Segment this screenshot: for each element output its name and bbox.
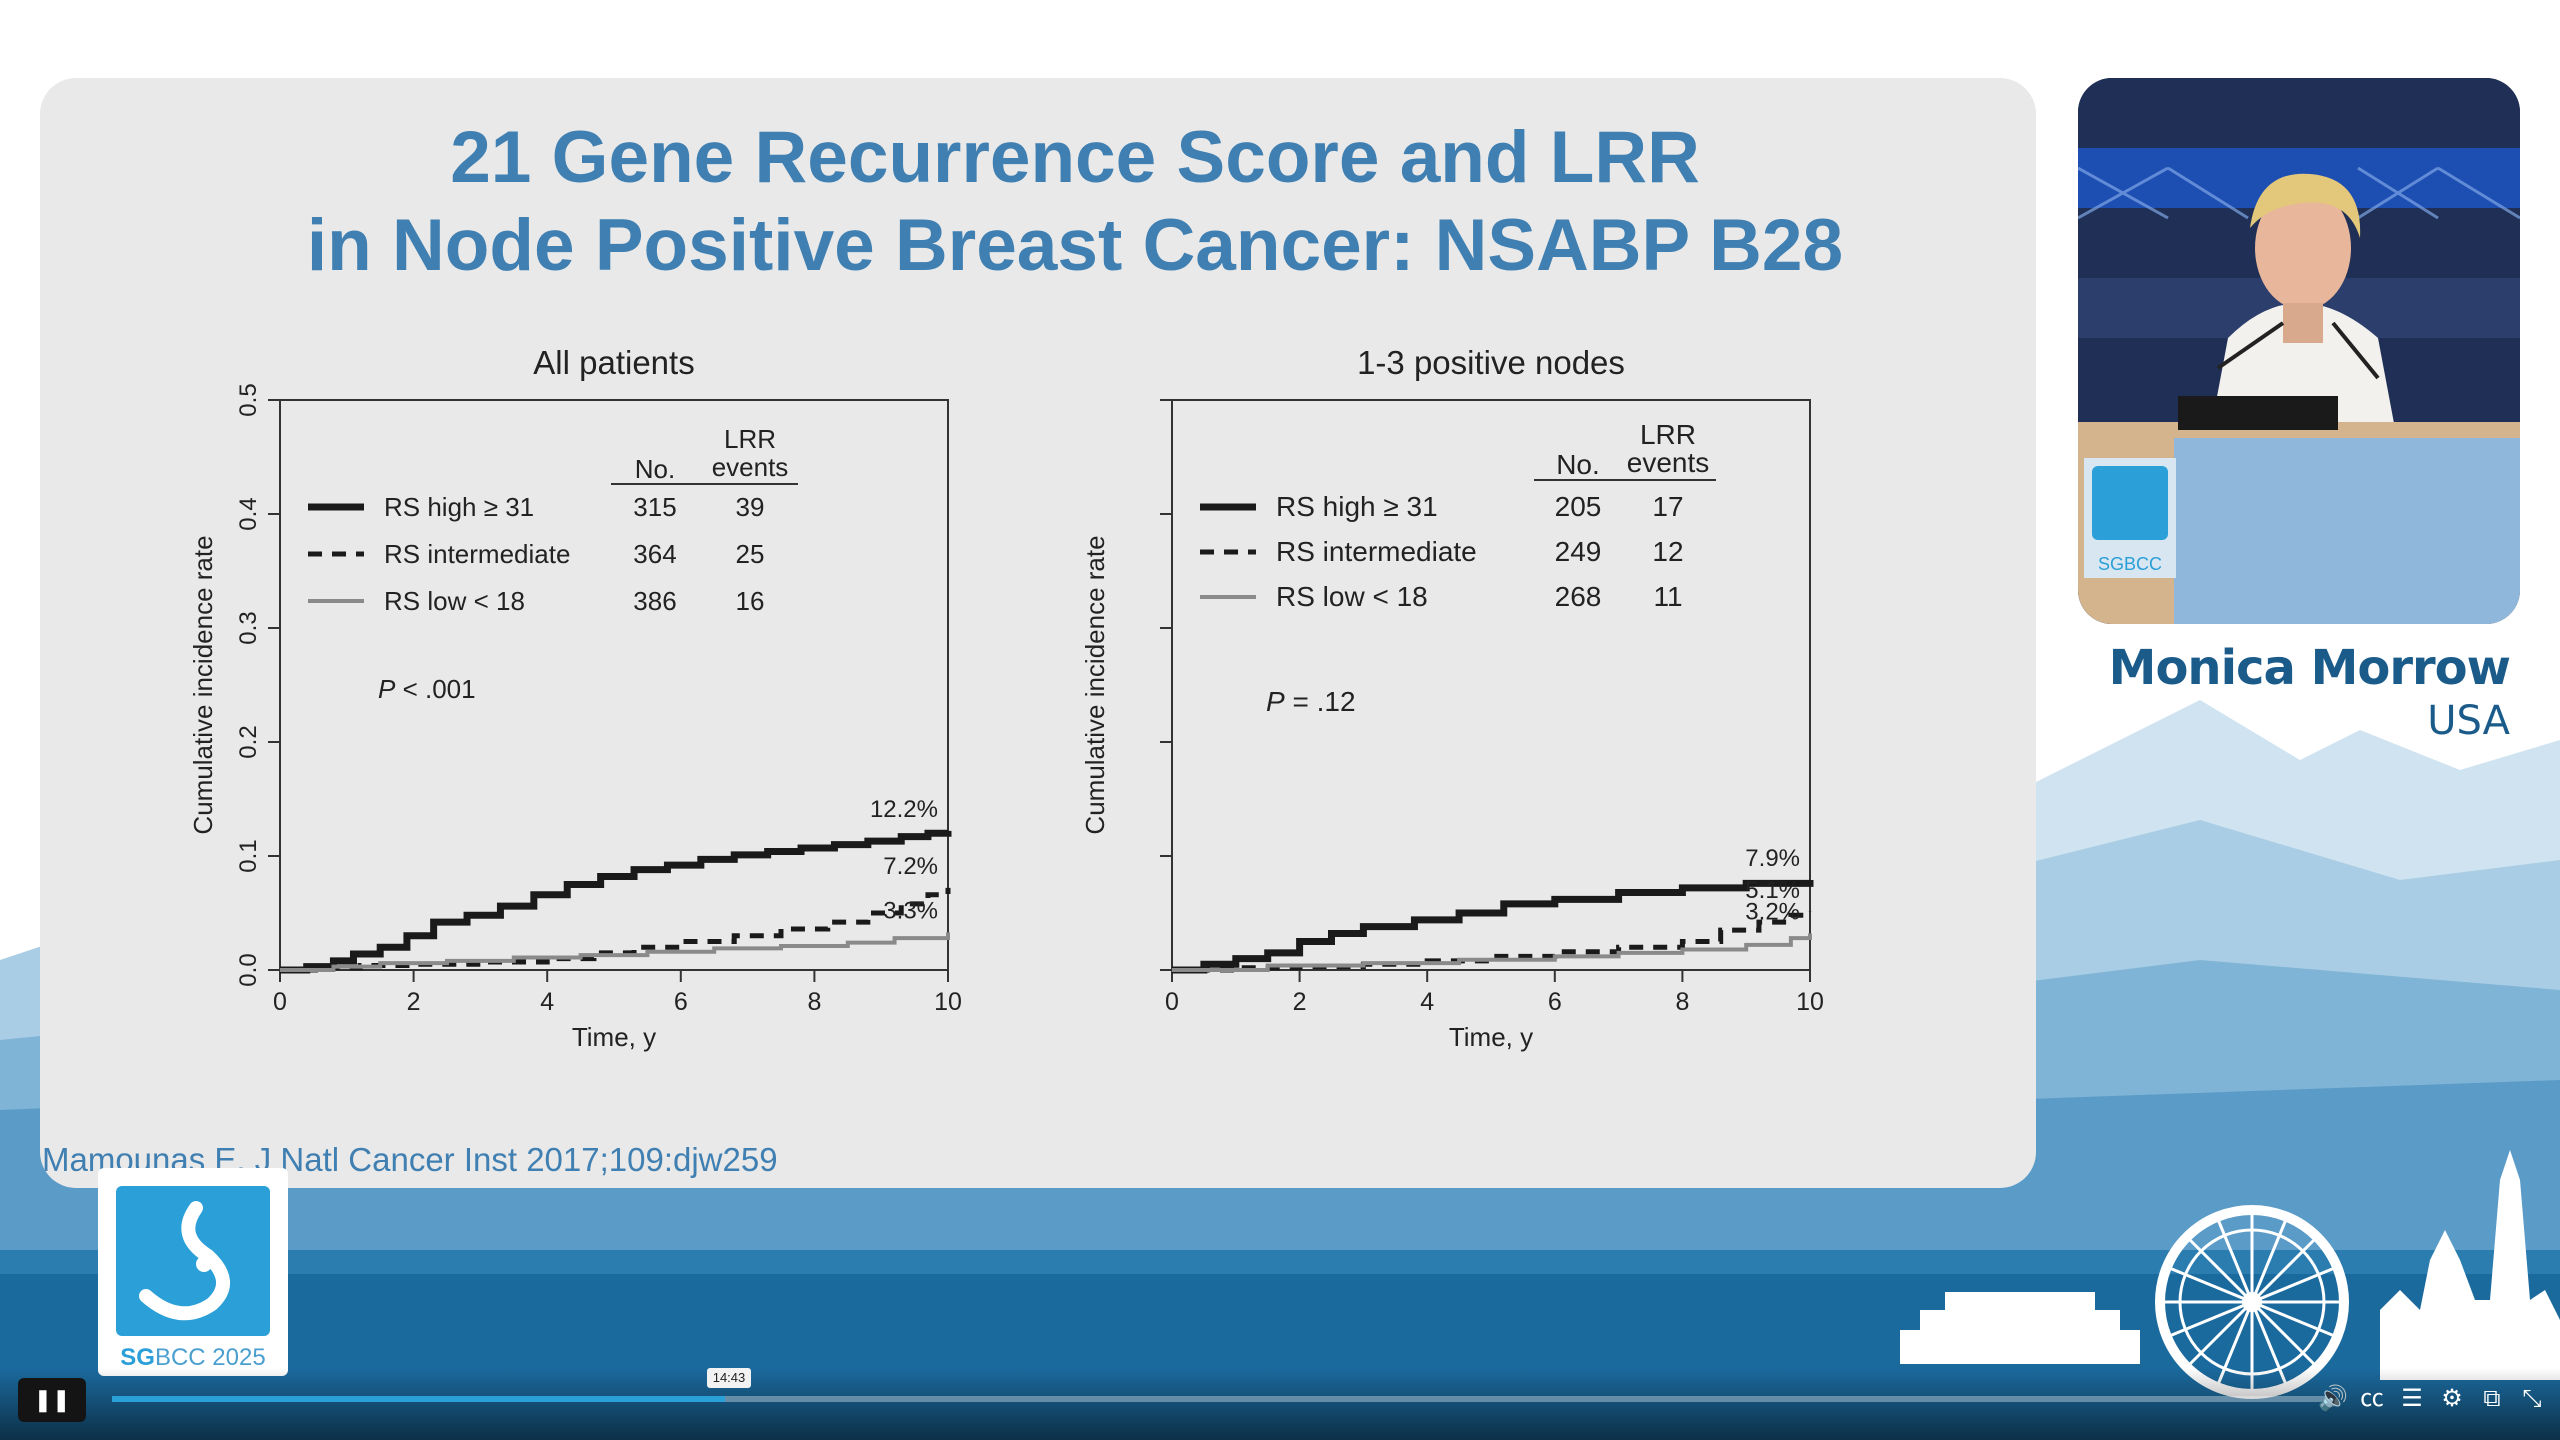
chart1-legend-events-1: 39 (736, 492, 765, 522)
chart2-x-tick-label: 2 (1293, 988, 1307, 1016)
chart2-legend-events-3: 11 (1653, 581, 1682, 612)
chart1-header-events-line1: LRR (724, 424, 776, 454)
chart1-x-axis-label: Time, y (572, 1022, 656, 1052)
chart1-header-no: No. (635, 454, 675, 484)
chart2-legend-label-3: RS low < 18 (1276, 581, 1428, 612)
speaker-video: SGBCC (2078, 78, 2520, 624)
chart1-legend-events-2: 25 (736, 539, 765, 569)
chart1-y-tick-label: 0.0 (235, 953, 262, 986)
chart1-y-tick-label: 0.3 (235, 611, 262, 644)
sgbcc-logo-icon (116, 1186, 270, 1336)
chart1-header-events-line2: events (712, 452, 789, 482)
time-tooltip: 14:43 (706, 1368, 752, 1388)
chart2-x-tick-label: 0 (1165, 988, 1179, 1016)
logo-suffix: BCC 2025 (154, 1344, 266, 1371)
speaker-image: SGBCC (2078, 78, 2520, 624)
chart1-x-tick-label: 10 (934, 988, 962, 1016)
chart2-end-label-1: 7.9% (1745, 845, 1800, 872)
settings-icon[interactable]: ⚙ (2441, 1384, 2463, 1412)
chart1-series-line-1 (280, 829, 952, 974)
chart2-legend-no-3: 268 (1555, 581, 1602, 612)
chart1-y-tick-label: 0.4 (235, 497, 262, 530)
chart1-legend-label-1: RS high ≥ 31 (384, 492, 534, 522)
volume-icon[interactable]: 🔊 (2318, 1384, 2348, 1412)
exit-fullscreen-icon[interactable]: ⤡ (2522, 1384, 2542, 1412)
chart1-x-tick-label: 2 (407, 988, 421, 1016)
player-control-icons: 🔊 ㏄ ☰ ⚙ ⧉ ⤡ (2318, 1380, 2546, 1416)
chart2-header-no: No. (1556, 449, 1600, 480)
pip-icon[interactable]: ⧉ (2483, 1384, 2501, 1412)
slide-title-line-1: 21 Gene Recurrence Score and LRR (450, 117, 1700, 198)
chart2-y-axis-label: Cumulative incidence rate (1080, 535, 1110, 834)
chart2-header-events-line2: events (1627, 447, 1710, 478)
chart1-p-value: P < .001 (378, 674, 476, 704)
pause-button[interactable]: ❚❚ (18, 1378, 86, 1422)
chart2-end-label-2: 5.1% (1745, 877, 1800, 904)
transcript-icon[interactable]: ☰ (2401, 1384, 2423, 1412)
slide-title-line-2: in Node Positive Breast Cancer: NSABP B2… (306, 205, 1844, 286)
chart1-x-tick-label: 4 (540, 988, 554, 1016)
chart1-legend-label-2: RS intermediate (384, 539, 570, 569)
progress-bar[interactable] (112, 1396, 2332, 1402)
chart1-legend-no-1: 315 (633, 492, 676, 522)
chart2-legend-no-1: 205 (1555, 491, 1602, 522)
chart1-end-label-2: 7.2% (883, 853, 938, 880)
chart1-legend-events-3: 16 (736, 586, 765, 616)
speaker-info: Monica Morrow USA (2108, 640, 2511, 744)
presentation-slide: 21 Gene Recurrence Score and LRR in Node… (40, 78, 2036, 1188)
chart2-series-line-1 (1172, 879, 1814, 974)
chart1-legend-no-3: 386 (633, 586, 676, 616)
chart1-y-tick-label: 0.1 (235, 839, 262, 872)
chart1-end-label-1: 12.2% (870, 796, 938, 823)
chart1-legend-no-2: 364 (633, 539, 676, 569)
chart1-legend-label-3: RS low < 18 (384, 586, 525, 616)
chart2-legend-no-2: 249 (1555, 536, 1602, 567)
chart2-x-tick-label: 6 (1548, 988, 1562, 1016)
slide-title: 21 Gene Recurrence Score and LRR in Node… (40, 114, 2036, 290)
captions-icon[interactable]: ㏄ (2360, 1384, 2384, 1412)
chart2-x-tick-label: 8 (1675, 988, 1689, 1016)
chart1-series-line-2 (280, 887, 951, 973)
chart2-x-tick-label: 4 (1420, 988, 1434, 1016)
chart1-plot-frame (279, 399, 949, 971)
chart2-plot-frame (1171, 399, 1811, 971)
chart2-p-value: P = .12 (1266, 686, 1356, 717)
pause-icon: ❚❚ (33, 1387, 71, 1412)
chart1-end-label-3: 3.3% (883, 897, 938, 924)
progress-fill (112, 1396, 725, 1402)
chart2-x-tick-label: 10 (1796, 988, 1824, 1016)
speaker-name: Monica Morrow (2108, 640, 2511, 696)
chart1-x-tick-label: 0 (273, 988, 287, 1016)
chart2-legend-events-2: 12 (1652, 536, 1683, 567)
chart2-legend-label-2: RS intermediate (1276, 536, 1477, 567)
chart1-x-tick-label: 6 (674, 988, 688, 1016)
chart1-y-tick-label: 0.5 (235, 383, 262, 416)
chart2-x-axis-label: Time, y (1449, 1022, 1533, 1052)
conference-logo-label: SGBCC 2025 (98, 1344, 288, 1372)
video-podium-logo: SGBCC (2098, 554, 2162, 574)
chart2-title: 1-3 positive nodes (1357, 344, 1625, 381)
chart1-x-tick-label: 8 (807, 988, 821, 1016)
chart1-series-line-3 (280, 932, 950, 972)
logo-prefix: SG (120, 1344, 155, 1371)
chart2-legend-events-1: 17 (1652, 491, 1683, 522)
incidence-charts: All patients 0 2 4 6 8 10 0.0 0.1 0.2 0.3 0.4 0.5 Tim… (188, 344, 1824, 1052)
chart2-legend-label-1: RS high ≥ 31 (1276, 491, 1438, 522)
chart1-y-axis-label: Cumulative incidence rate (188, 535, 218, 834)
chart2-header-events-line1: LRR (1640, 419, 1696, 450)
speaker-country: USA (2427, 698, 2510, 744)
chart2-end-label-3: 3.2% (1745, 899, 1800, 926)
chart2-series-line-3 (1172, 933, 1812, 972)
chart1-title: All patients (533, 344, 694, 381)
chart1-y-tick-label: 0.2 (235, 725, 262, 758)
player-controls (0, 1368, 2560, 1440)
conference-logo: SGBCC 2025 (98, 1168, 288, 1376)
